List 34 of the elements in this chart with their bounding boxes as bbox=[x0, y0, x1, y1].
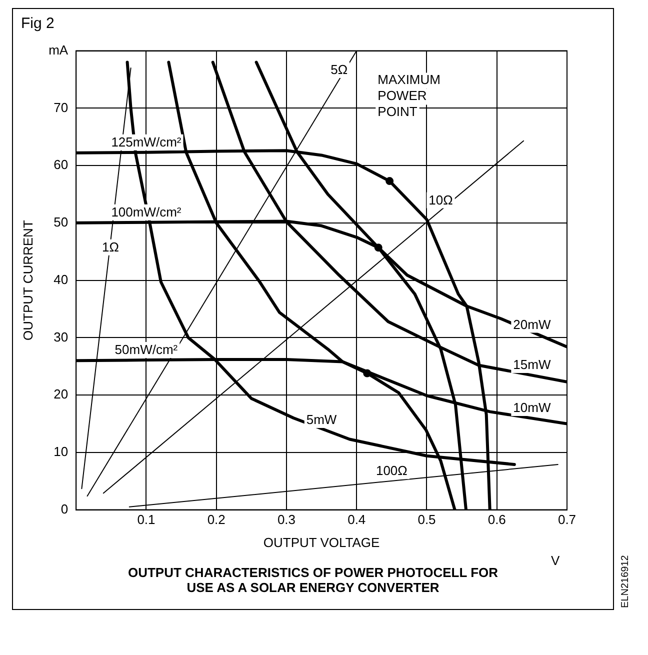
y-tick-label: 20 bbox=[54, 386, 68, 402]
annotation: 5Ω bbox=[330, 62, 348, 78]
x-tick-label: 0.4 bbox=[348, 512, 366, 528]
y-tick-label: 0 bbox=[60, 501, 68, 516]
chart-title: Fig 2 bbox=[21, 15, 54, 32]
text: ELN216912 bbox=[620, 555, 631, 608]
annotation: 100mW/cm² bbox=[111, 204, 182, 220]
x-tick-label: 0.3 bbox=[277, 512, 296, 528]
text: V bbox=[551, 553, 560, 568]
x-tick-label: 0.7 bbox=[558, 512, 576, 528]
annotation: 125mW/cm² bbox=[111, 134, 182, 150]
annotation: 1Ω bbox=[102, 239, 120, 254]
x-axis-title: OUTPUT VOLTAGE bbox=[263, 534, 380, 550]
y-tick-label: 60 bbox=[54, 157, 68, 172]
y-tick-label: 30 bbox=[54, 329, 68, 344]
annotation: 50mW/cm² bbox=[114, 342, 178, 358]
y-tick-label: 40 bbox=[54, 272, 68, 287]
annotation: 100Ω bbox=[376, 463, 408, 478]
annotation: 5mW bbox=[306, 412, 338, 428]
y-tick-label: 50 bbox=[54, 214, 68, 230]
x-tick-label: 0.5 bbox=[418, 512, 436, 528]
y-tick-label: 70 bbox=[54, 100, 68, 115]
text: OUTPUT CHARACTERISTICS OF POWER PHOTOCELL FOR USE AS A SOLAR ENERGY CONVERTER bbox=[126, 565, 500, 595]
annotation: MAXIMUM POWER POINT bbox=[378, 72, 440, 119]
annotation: 10mW bbox=[513, 400, 552, 416]
y-axis-title: OUTPUT CURRENT bbox=[20, 220, 36, 340]
annotation: 15mW bbox=[513, 357, 552, 372]
y-tick-label: mA bbox=[48, 42, 68, 58]
annotation: 10Ω bbox=[428, 192, 454, 208]
x-tick-label: 0.2 bbox=[207, 512, 226, 528]
x-tick-label: 0.1 bbox=[137, 512, 156, 528]
x-tick-label: 0.6 bbox=[488, 512, 506, 528]
y-tick-label: 10 bbox=[54, 444, 68, 460]
annotation: 20mW bbox=[513, 316, 552, 332]
